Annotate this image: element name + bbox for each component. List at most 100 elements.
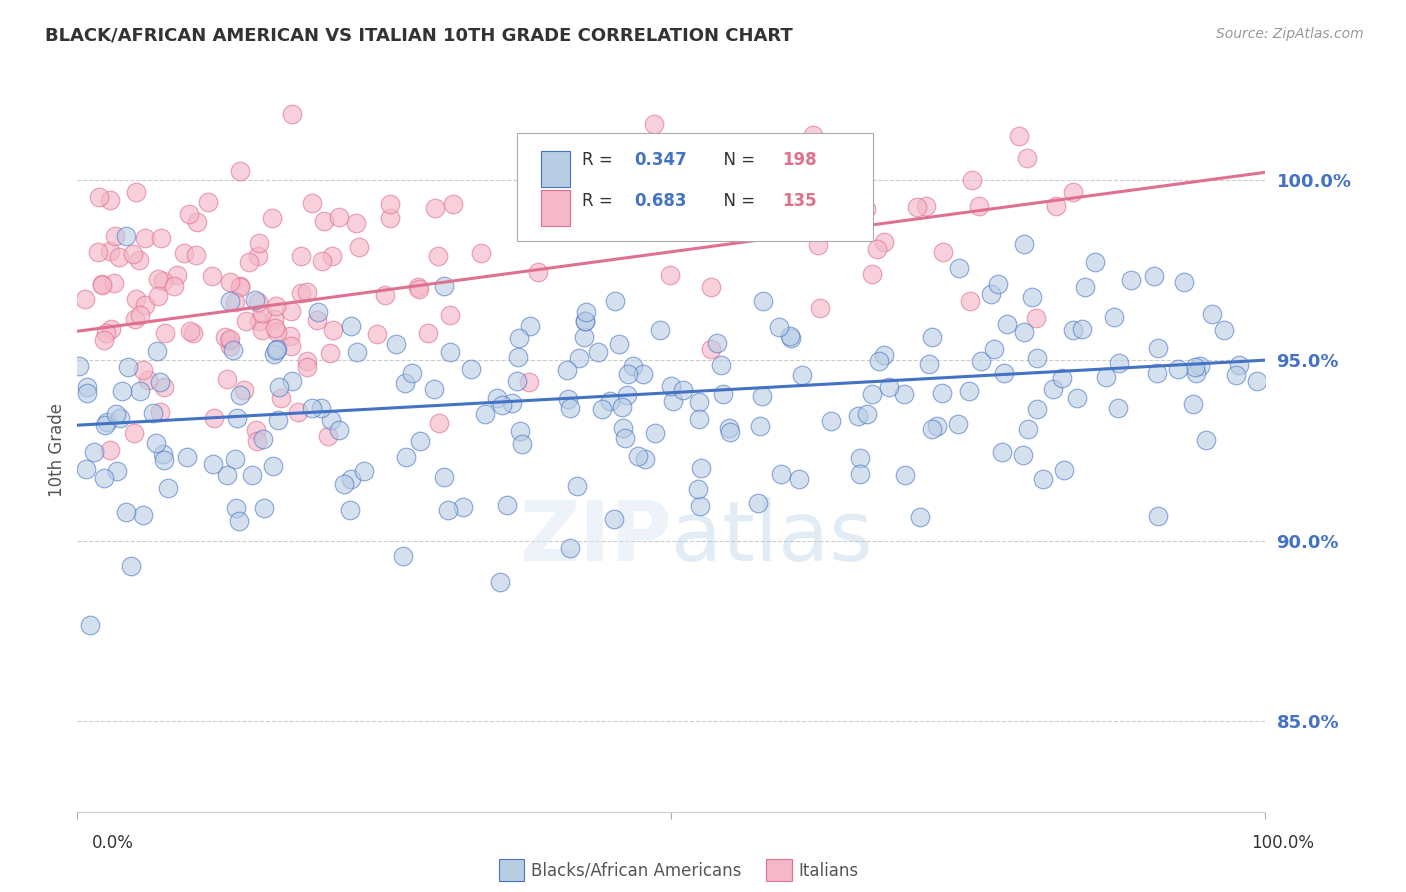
Point [76, 385, 98, 400]
Point [152, 380, 174, 394]
Point [243, 293, 266, 307]
Point [152, 274, 174, 288]
Point [245, 423, 267, 437]
Point [353, 464, 375, 478]
Point [768, 319, 790, 334]
Point [218, 293, 240, 308]
Point [995, 317, 1018, 331]
Point [439, 308, 461, 322]
Point [103, 276, 125, 290]
Point [1146, 508, 1168, 523]
Point [267, 412, 290, 426]
Point [672, 383, 695, 397]
Point [146, 343, 169, 358]
Point [433, 278, 456, 293]
Point [877, 379, 900, 393]
Point [1012, 325, 1035, 339]
Point [441, 196, 464, 211]
Point [1012, 237, 1035, 252]
Point [79, 618, 101, 632]
Point [612, 400, 634, 414]
Point [1185, 366, 1208, 380]
Point [621, 359, 644, 374]
Point [650, 323, 672, 337]
Point [425, 201, 447, 215]
Point [1107, 401, 1129, 415]
Point [688, 412, 710, 426]
Point [224, 295, 246, 310]
Point [153, 453, 176, 467]
Point [873, 348, 896, 362]
Point [470, 246, 492, 260]
Point [1025, 311, 1047, 326]
Point [689, 461, 711, 475]
Point [849, 467, 872, 482]
Point [700, 343, 723, 357]
Point [339, 502, 361, 516]
Point [616, 367, 638, 381]
Point [218, 275, 240, 289]
Point [98, 244, 121, 258]
Point [983, 342, 1005, 356]
Point [925, 419, 948, 434]
Point [860, 268, 883, 282]
Point [565, 478, 588, 492]
Point [246, 295, 269, 310]
Point [506, 350, 529, 364]
Point [568, 203, 591, 218]
Point [93, 471, 115, 485]
Point [340, 319, 363, 334]
Point [921, 330, 943, 344]
Point [921, 422, 943, 436]
Point [526, 265, 548, 279]
Point [959, 293, 981, 308]
Point [931, 245, 953, 260]
Point [177, 206, 200, 220]
Text: N =: N = [713, 192, 761, 210]
Point [128, 252, 150, 267]
Point [280, 339, 302, 353]
Point [673, 144, 696, 158]
Point [860, 386, 883, 401]
Point [1062, 323, 1084, 337]
Y-axis label: 10th Grade: 10th Grade [48, 403, 66, 498]
Point [408, 282, 430, 296]
Point [121, 247, 143, 261]
Text: R =: R = [582, 151, 619, 169]
Point [627, 450, 650, 464]
Point [340, 472, 363, 486]
Point [866, 242, 889, 256]
Point [226, 410, 249, 425]
Point [149, 231, 172, 245]
Point [993, 366, 1015, 380]
Point [423, 382, 446, 396]
Point [156, 481, 179, 495]
Point [321, 249, 343, 263]
Point [1045, 199, 1067, 213]
Point [297, 354, 319, 368]
Point [181, 326, 204, 340]
Point [202, 411, 225, 425]
Point [568, 351, 591, 366]
Point [496, 499, 519, 513]
Point [1084, 254, 1107, 268]
Point [104, 228, 127, 243]
Text: 198: 198 [782, 151, 817, 169]
Point [218, 333, 240, 347]
Point [328, 423, 350, 437]
Point [87, 245, 110, 260]
Point [316, 428, 339, 442]
Point [129, 308, 152, 322]
Point [142, 406, 165, 420]
Point [616, 387, 638, 401]
Point [253, 501, 276, 516]
Point [509, 425, 531, 439]
Point [374, 287, 396, 301]
Point [380, 211, 402, 226]
Point [613, 431, 636, 445]
Text: atlas: atlas [672, 497, 873, 578]
Point [114, 229, 136, 244]
Point [689, 499, 711, 513]
Point [501, 395, 523, 409]
Point [575, 305, 598, 319]
